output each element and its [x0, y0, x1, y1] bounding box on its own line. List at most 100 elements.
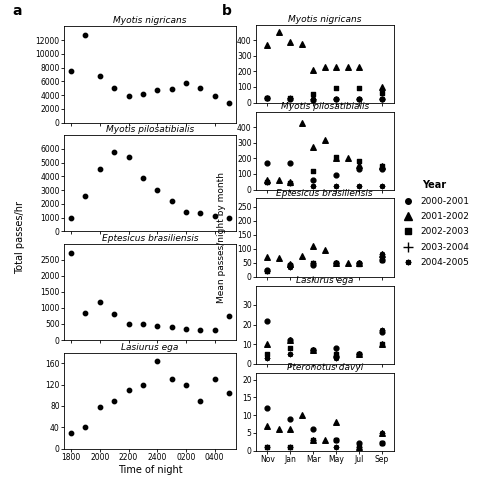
Title: Myotis pilosatibialis: Myotis pilosatibialis — [106, 125, 194, 134]
Point — [67, 214, 75, 222]
Point — [286, 350, 294, 358]
Point — [82, 308, 90, 316]
Point — [309, 346, 317, 354]
Point — [298, 206, 306, 214]
Point — [378, 429, 386, 437]
Point — [355, 182, 363, 190]
Point — [355, 350, 363, 358]
Point — [275, 425, 283, 433]
Point — [275, 28, 283, 36]
Point — [110, 148, 118, 156]
Point — [263, 354, 271, 362]
Point — [286, 443, 294, 451]
Point — [263, 94, 271, 102]
Point — [332, 172, 340, 179]
Point — [139, 320, 147, 328]
Point — [332, 96, 340, 104]
Point — [286, 178, 294, 186]
Point — [110, 310, 118, 318]
Point — [355, 94, 363, 102]
Point — [309, 96, 317, 104]
Title: Myotis pilosatibialis: Myotis pilosatibialis — [280, 102, 369, 110]
Point — [67, 428, 75, 436]
Point — [196, 84, 204, 92]
Point — [298, 119, 306, 127]
Point — [124, 92, 132, 100]
Point — [96, 298, 104, 306]
Point — [211, 212, 218, 220]
X-axis label: Time of night: Time of night — [118, 464, 183, 474]
Point — [275, 176, 283, 184]
Point — [263, 267, 271, 275]
Point — [286, 38, 294, 46]
Point — [263, 404, 271, 412]
Point — [378, 162, 386, 170]
Point — [378, 94, 386, 102]
Point — [309, 258, 317, 266]
Point — [124, 153, 132, 161]
Point — [355, 158, 363, 166]
Point — [286, 180, 294, 188]
Point — [355, 84, 363, 92]
Point — [298, 40, 306, 48]
Title: Myotis nigricans: Myotis nigricans — [113, 16, 187, 26]
Point — [263, 340, 271, 348]
Point — [355, 443, 363, 451]
Point — [309, 144, 317, 152]
Point — [286, 443, 294, 451]
Point — [321, 436, 329, 444]
Point — [332, 154, 340, 162]
Point — [196, 396, 204, 404]
Point — [344, 154, 352, 162]
Point — [332, 350, 340, 358]
Point — [82, 192, 90, 200]
Point — [286, 94, 294, 102]
Point — [263, 291, 271, 299]
Point — [263, 178, 271, 186]
Point — [263, 266, 271, 274]
Point — [332, 258, 340, 266]
Point — [286, 425, 294, 433]
Point — [378, 340, 386, 348]
Point — [286, 262, 294, 270]
Point — [168, 375, 176, 383]
Point — [332, 258, 340, 266]
Point — [286, 94, 294, 102]
Point — [182, 208, 190, 216]
Point — [378, 250, 386, 258]
Point — [309, 436, 317, 444]
Point — [378, 162, 386, 170]
Point — [139, 380, 147, 388]
Point — [96, 403, 104, 411]
Point — [309, 436, 317, 444]
Point — [332, 443, 340, 451]
Point — [378, 165, 386, 173]
Point — [355, 440, 363, 448]
Point — [355, 160, 363, 168]
Text: a: a — [12, 4, 22, 18]
Point — [309, 242, 317, 250]
Point — [309, 90, 317, 98]
Point — [96, 72, 104, 80]
Point — [378, 182, 386, 190]
Point — [286, 260, 294, 268]
Point — [263, 64, 271, 72]
Point — [355, 258, 363, 266]
Point — [378, 250, 386, 258]
Point — [332, 344, 340, 352]
Point — [154, 186, 161, 194]
Point — [332, 94, 340, 102]
Point — [344, 64, 352, 72]
Title: Lasiurus ega: Lasiurus ega — [122, 342, 179, 351]
Point — [82, 424, 90, 432]
Point — [286, 94, 294, 102]
Point — [286, 78, 294, 86]
Point — [263, 253, 271, 261]
Point — [286, 263, 294, 271]
Point — [211, 375, 218, 383]
Point — [263, 350, 271, 358]
Point — [332, 182, 340, 190]
Point — [309, 167, 317, 175]
Point — [286, 336, 294, 344]
Point — [355, 350, 363, 358]
